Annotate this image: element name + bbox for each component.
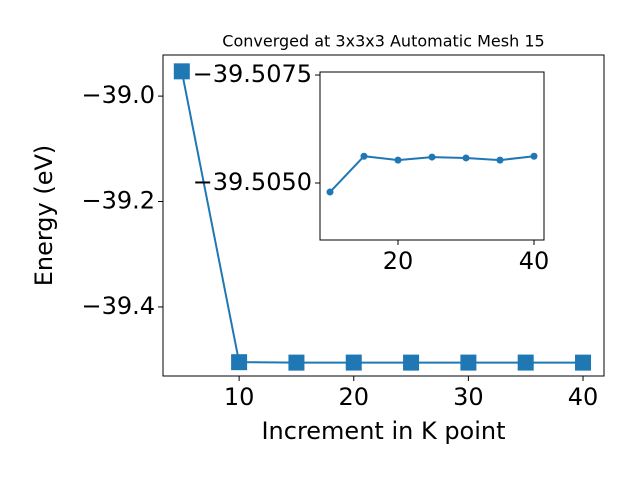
- x-tick-label: 30: [453, 383, 484, 411]
- marker: [462, 154, 470, 162]
- marker: [345, 354, 362, 371]
- marker: [460, 354, 477, 371]
- chart-title: Converged at 3x3x3 Automatic Mesh 15: [222, 32, 544, 51]
- series-line: [180, 71, 584, 364]
- marker: [360, 152, 368, 160]
- x-tick-label: 20: [383, 247, 414, 275]
- y-tick-label: −39.5050: [193, 168, 312, 196]
- y-tick-label: −39.4: [81, 292, 155, 320]
- x-tick-label: 10: [224, 383, 255, 411]
- y-tick-label: −39.0: [81, 81, 155, 109]
- y-tick-label: −39.2: [81, 187, 155, 215]
- x-tick-label: 20: [338, 383, 369, 411]
- x-tick-label: 40: [568, 383, 599, 411]
- marker: [394, 156, 402, 164]
- marker: [428, 153, 436, 161]
- y-axis-label: Energy (eV): [30, 145, 58, 287]
- marker: [517, 354, 534, 371]
- marker: [288, 354, 305, 371]
- marker: [403, 354, 420, 371]
- marker: [231, 354, 248, 371]
- y-tick-label: −39.5075: [193, 60, 312, 88]
- x-tick-label: 40: [519, 247, 550, 275]
- marker: [530, 152, 538, 160]
- marker: [326, 188, 334, 196]
- x-axis-label: Increment in K point: [261, 417, 505, 445]
- marker: [575, 354, 592, 371]
- marker: [173, 63, 190, 80]
- marker: [496, 156, 504, 164]
